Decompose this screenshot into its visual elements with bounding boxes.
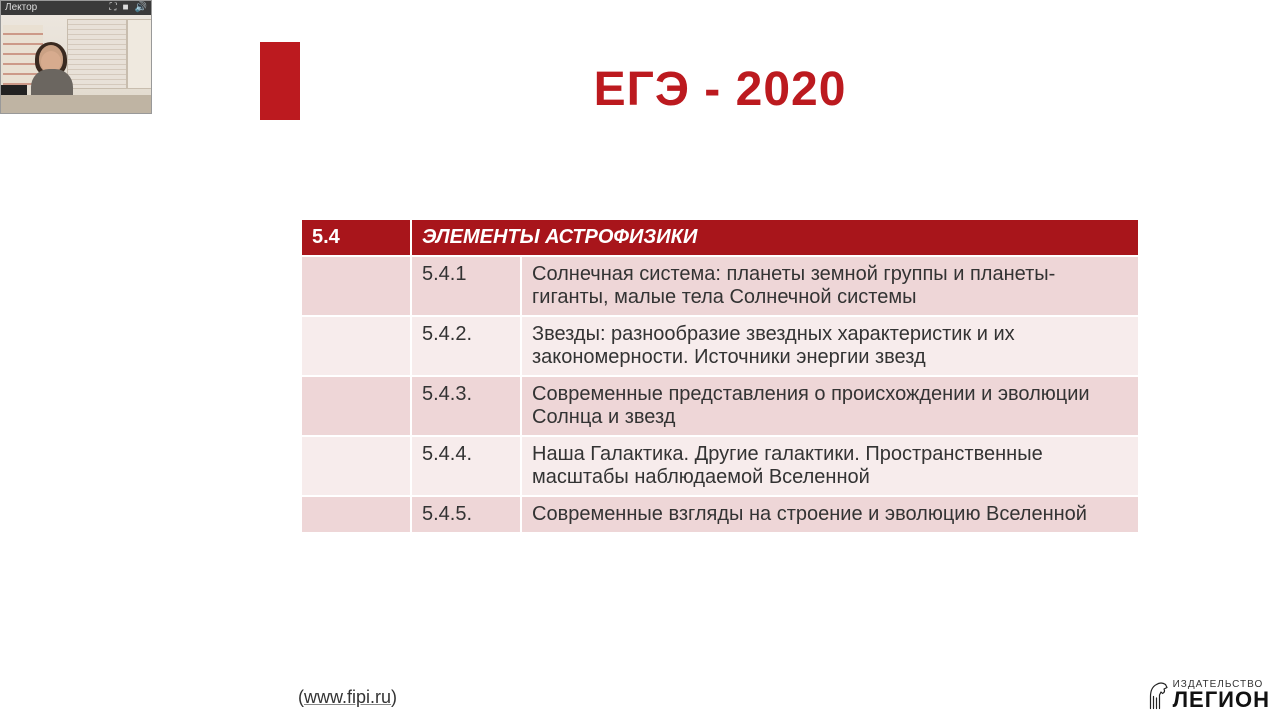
header-topic: ЭЛЕМЕНТЫ АСТРОФИЗИКИ	[411, 219, 1139, 256]
table-header-row: 5.4 ЭЛЕМЕНТЫ АСТРОФИЗИКИ	[301, 219, 1139, 256]
footer-link: www.fipi.ru	[304, 687, 391, 707]
logo-big: ЛЕГИОН	[1173, 690, 1270, 710]
fullscreen-icon[interactable]: ⛶	[110, 1, 117, 15]
table-row: 5.4.4. Наша Галактика. Другие галактики.…	[301, 436, 1139, 496]
row-text: Наша Галактика. Другие галактики. Простр…	[521, 436, 1139, 496]
row-code: 5.4.3.	[411, 376, 521, 436]
row-code: 5.4.4.	[411, 436, 521, 496]
slide: ЕГЭ - 2020 5.4 ЭЛЕМЕНТЫ АСТРОФИЗИКИ 5.4.…	[160, 0, 1280, 720]
slide-title: ЕГЭ - 2020	[160, 62, 1280, 117]
webcam-controls[interactable]: ⛶ ■ 🔊	[110, 1, 148, 15]
table-row: 5.4.3. Современные представления о проис…	[301, 376, 1139, 436]
row-code: 5.4.2.	[411, 316, 521, 376]
topic-table: 5.4 ЭЛЕМЕНТЫ АСТРОФИЗИКИ 5.4.1 Солнечная…	[300, 218, 1140, 534]
row-text: Современные взгляды на строение и эволюц…	[521, 496, 1139, 533]
header-code: 5.4	[301, 219, 411, 256]
webcam-titlebar: Лектор ⛶ ■ 🔊	[1, 1, 151, 15]
publisher-logo: ИЗДАТЕЛЬСТВО ЛЕГИОН	[1145, 679, 1270, 710]
table-row: 5.4.1 Солнечная система: планеты земной …	[301, 256, 1139, 316]
volume-icon[interactable]: 🔊	[135, 1, 147, 15]
webcam-panel: Лектор ⛶ ■ 🔊	[0, 0, 152, 114]
table-row: 5.4.2. Звезды: разнообразие звездных хар…	[301, 316, 1139, 376]
row-code: 5.4.5.	[411, 496, 521, 533]
footer-citation: (www.fipi.ru)	[298, 687, 397, 708]
row-text: Современные представления о происхождени…	[521, 376, 1139, 436]
row-text: Солнечная система: планеты земной группы…	[521, 256, 1139, 316]
webcam-video	[1, 15, 151, 113]
row-text: Звезды: разнообразие звездных характерис…	[521, 316, 1139, 376]
camera-icon[interactable]: ■	[123, 1, 129, 15]
webcam-label: Лектор	[5, 1, 110, 15]
horse-icon	[1145, 680, 1171, 710]
row-code: 5.4.1	[411, 256, 521, 316]
table-row: 5.4.5. Современные взгляды на строение и…	[301, 496, 1139, 533]
